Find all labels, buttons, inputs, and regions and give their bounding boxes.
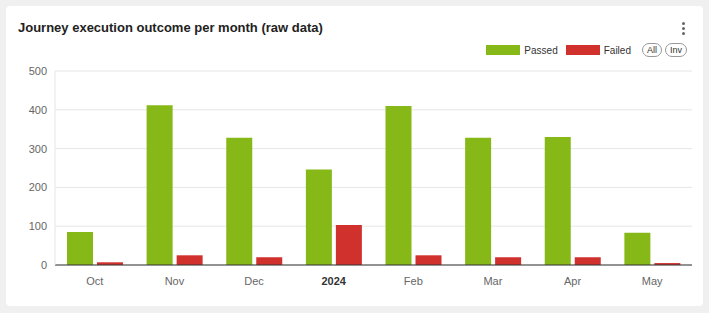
html-text:Inv: Inv: [670, 45, 682, 55]
html-text:Journey execution outcome per: Journey execution outcome per month (raw…: [18, 20, 323, 35]
svg-text:May: May: [642, 275, 663, 287]
html-text:All: All: [647, 45, 657, 55]
svg-text:Nov: Nov: [165, 275, 185, 287]
svg-text:Oct: Oct: [86, 275, 103, 287]
html-text:Passed: Passed: [524, 44, 558, 56]
html-text:Failed: Failed: [603, 44, 631, 56]
svg-text:Apr: Apr: [564, 275, 581, 287]
svg-text:Feb: Feb: [404, 275, 423, 287]
svg-text:500: 500: [29, 65, 47, 77]
svg-text:Mar: Mar: [483, 275, 502, 287]
svg-text:Dec: Dec: [244, 275, 264, 287]
svg-text:300: 300: [29, 143, 47, 155]
svg-text:100: 100: [29, 220, 47, 232]
svg-text:0: 0: [41, 259, 47, 271]
svg-text:200: 200: [29, 181, 47, 193]
svg-text:400: 400: [29, 104, 47, 116]
svg-text:2024: 2024: [321, 275, 346, 287]
